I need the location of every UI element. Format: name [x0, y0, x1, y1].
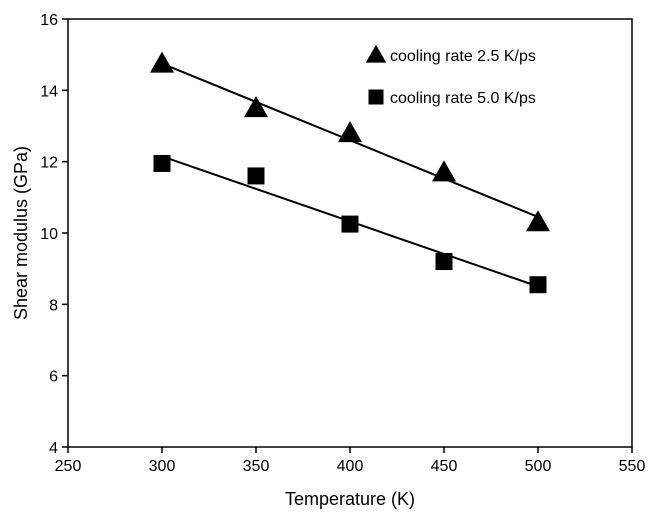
legend-marker-1	[365, 44, 387, 63]
square-marker	[247, 167, 265, 185]
plot-frame	[67, 18, 633, 448]
x-tick-label: 250	[55, 458, 82, 475]
triangle-marker	[526, 210, 550, 232]
x-tick-label: 300	[149, 458, 176, 475]
y-tick-label: 4	[49, 440, 58, 457]
square-marker	[435, 253, 453, 271]
x-tick-label: 500	[525, 458, 552, 475]
square-marker	[341, 215, 359, 233]
legend-marker-2	[368, 89, 384, 105]
markers	[150, 51, 550, 294]
y-axis-title: Shear modulus (GPa)	[11, 146, 31, 320]
ticks: 250 300 350 400 450 500 550 4 6 8 10 12 14 16	[40, 12, 645, 475]
y-tick-label: 6	[49, 369, 58, 386]
x-tick-label: 350	[243, 458, 270, 475]
y-tick-label: 16	[40, 12, 58, 29]
x-tick-label: 550	[619, 458, 646, 475]
x-axis-title: Temperature (K)	[285, 489, 415, 509]
triangle-marker	[432, 160, 456, 182]
x-tick-label: 400	[337, 458, 364, 475]
legend-label-2: cooling rate 5.0 K/ps	[390, 90, 536, 107]
y-tick-label: 10	[40, 226, 58, 243]
plot-area	[67, 18, 633, 448]
legend: cooling rate 2.5 K/ps cooling rate 5.0 K/…	[365, 44, 536, 107]
square-marker	[529, 276, 547, 294]
triangle-marker	[150, 51, 174, 73]
triangle-marker	[338, 121, 362, 143]
legend-label-1: cooling rate 2.5 K/ps	[390, 48, 536, 65]
y-tick-label: 14	[40, 83, 58, 100]
x-tick-label: 450	[431, 458, 458, 475]
y-tick-label: 8	[49, 297, 58, 314]
y-tick-label: 12	[40, 155, 58, 172]
triangle-marker	[244, 96, 268, 118]
square-marker	[153, 154, 171, 172]
